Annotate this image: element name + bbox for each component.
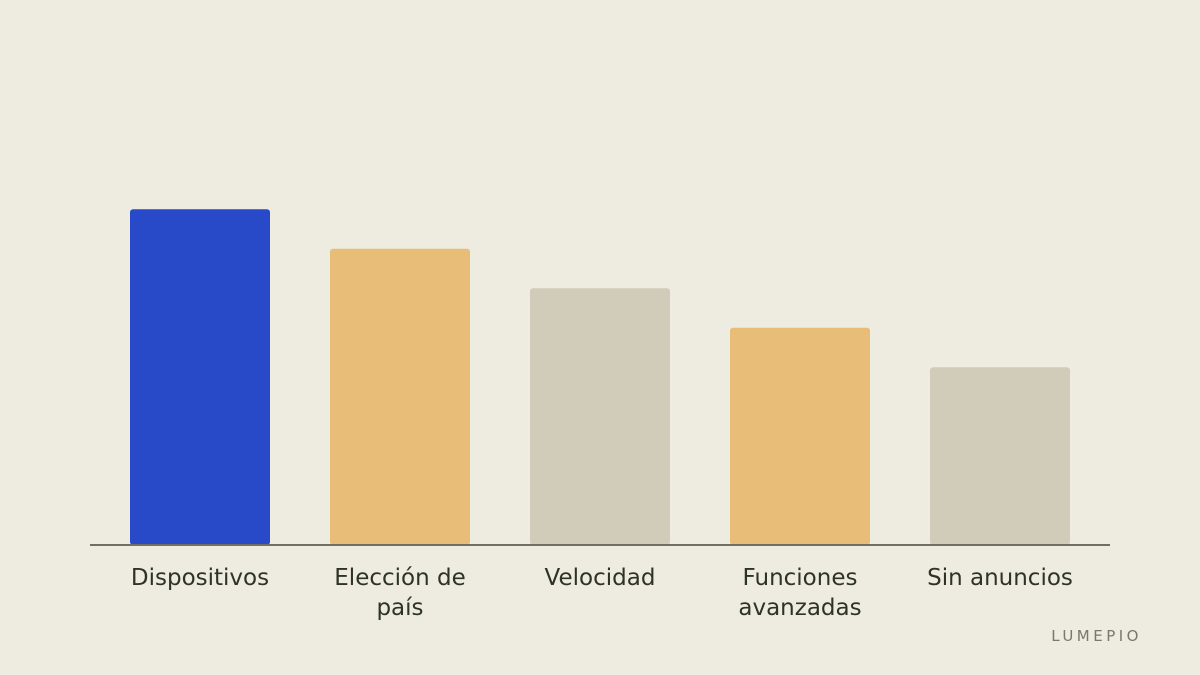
category-label-line: Velocidad <box>545 565 656 591</box>
category-labels-group: Dispositivos Elección de país Velocidad Func… <box>131 565 1073 621</box>
bar-3 <box>530 288 670 545</box>
category-label-line: Funciones <box>743 565 858 591</box>
bar-4 <box>730 327 870 545</box>
category-label-line: avanzadas <box>738 595 861 621</box>
bar-1 <box>130 209 270 545</box>
category-label-line: Sin anuncios <box>927 565 1073 591</box>
brand-logo-text: LUMEPIO <box>1051 627 1142 645</box>
bar-2 <box>330 248 470 545</box>
category-label-3: Velocidad <box>545 565 656 591</box>
category-label-5: Sin anuncios <box>927 565 1073 591</box>
category-label-1: Dispositivos <box>131 565 269 591</box>
category-label-4: Funciones avanzadas <box>738 565 861 621</box>
bar-5 <box>930 367 1070 545</box>
bars-group <box>130 209 1070 545</box>
category-label-2: Elección de país <box>334 565 465 621</box>
category-label-line: país <box>376 595 423 621</box>
category-label-line: Elección de <box>334 565 465 591</box>
category-label-line: Dispositivos <box>131 565 269 591</box>
